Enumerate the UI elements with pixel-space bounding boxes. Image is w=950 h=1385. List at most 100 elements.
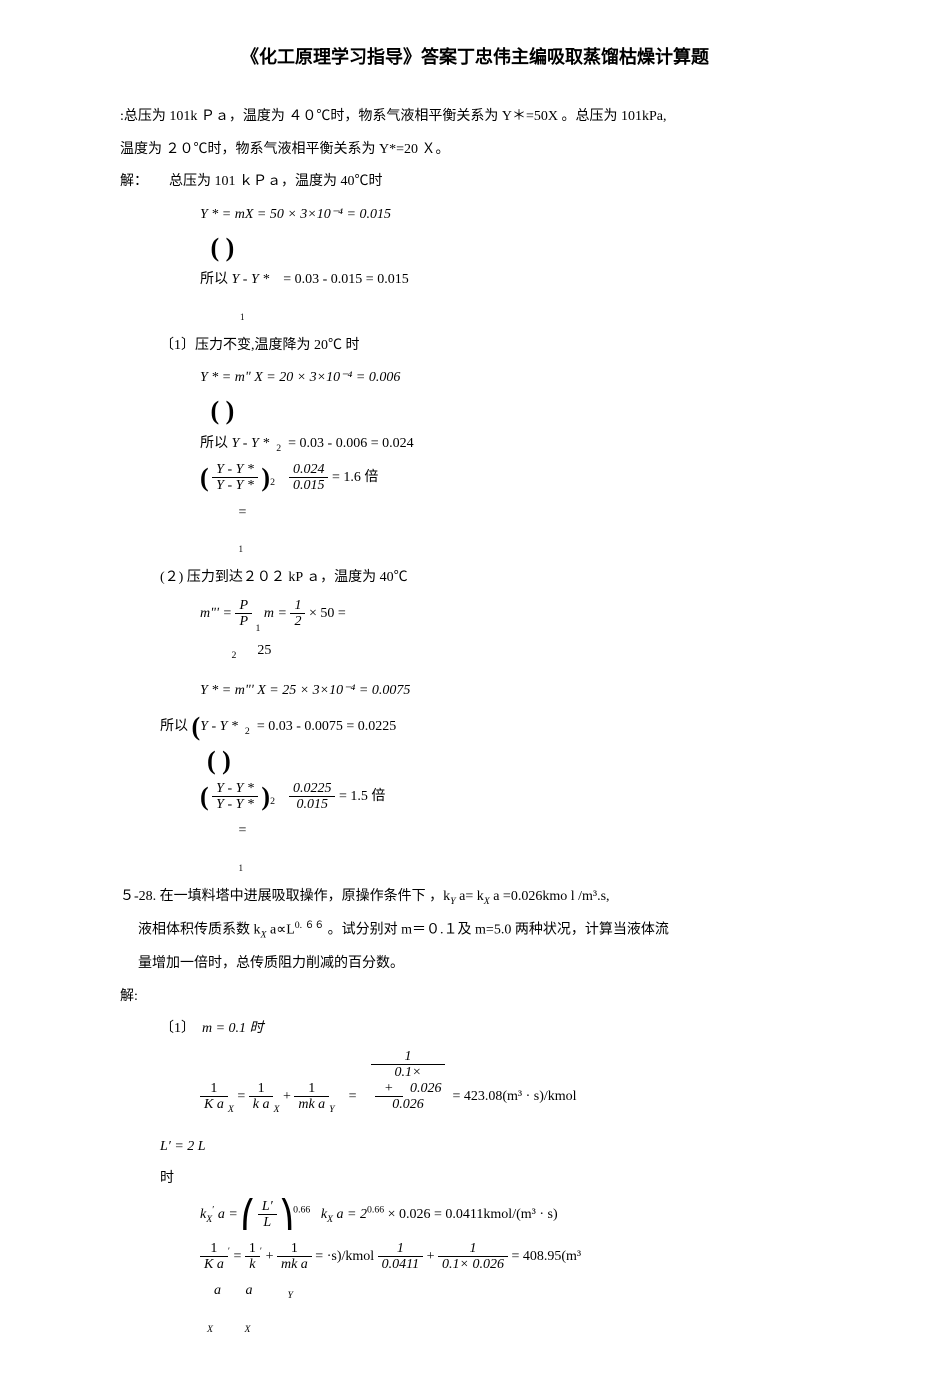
- ff-subX1: X: [207, 1324, 213, 1335]
- fft1-d: 0.0411: [378, 1257, 423, 1272]
- paren-icon: ( ): [211, 235, 235, 261]
- kx-r-exp: 0.66: [367, 1204, 384, 1215]
- sub1c: 1: [239, 863, 244, 873]
- m01-eq: m = 0.1 时: [202, 1021, 264, 1036]
- yy-num: Y - Y *: [212, 462, 258, 478]
- eq-m: mʺʹ = P P 1 m = 1 2 × 50 = 2 25: [120, 598, 830, 666]
- paren-icon: ( ): [211, 398, 235, 424]
- paren-dec-3: ( ): [120, 748, 830, 775]
- sub2b: 2: [270, 477, 275, 488]
- page-title: 《化工原理学习指导》答案丁忠伟主编吸取蒸馏枯燥计算题: [120, 40, 830, 74]
- p1-mark: 〔1〕: [160, 1021, 195, 1036]
- m-times: × 50 =: [309, 606, 346, 621]
- q528-b: a= k: [459, 889, 484, 904]
- subY: Y: [450, 895, 455, 906]
- m-val: 25: [257, 643, 271, 658]
- Lprime: L′ = 2 L: [120, 1134, 830, 1161]
- bf-t1d: k a: [249, 1097, 274, 1112]
- p-sub1: 1: [256, 623, 261, 634]
- eq2-rhs: = 0.03 - 0.015 = 0.015: [283, 272, 408, 287]
- bf-t2d: mk a: [294, 1097, 329, 1112]
- so-label: 所以: [200, 272, 228, 287]
- sub1-trail-2: 1: [120, 851, 830, 878]
- equals-2: =: [239, 823, 247, 838]
- paren-l3: (: [200, 784, 209, 810]
- intro-line-1: :总压为 101k Ｐａ，温度为 ４０℃时，物系气液相平衡关系为 Y＊=50X …: [120, 104, 830, 131]
- num-frac-2: 0.0225 0.015: [289, 781, 336, 813]
- hf-den: 2: [290, 614, 305, 629]
- p-sub2: 2: [232, 650, 237, 661]
- nf2-den: 0.015: [289, 797, 336, 812]
- kx-sub: X: [206, 1214, 212, 1225]
- bigfrac-1: 1 K a X = 1 k a X + 1 mk a Y = 1 0.1× + …: [120, 1049, 830, 1120]
- fft2-n: 1: [438, 1241, 508, 1257]
- so-label-2: 所以: [200, 436, 228, 451]
- ff-plus: +: [266, 1249, 274, 1264]
- eq6-lhs: Y - Y *: [200, 719, 238, 734]
- q528-a: ５-28. 在一填料塔中进展吸取操作，原操作条件下 ，k: [120, 889, 450, 904]
- eq-6: 所以 (Y - Y * 2 = 0.03 - 0.0075 = 0.0225: [120, 714, 830, 742]
- bf-plus: +: [283, 1089, 291, 1104]
- Lf-n: L′: [258, 1199, 277, 1215]
- q528-c: a =0.026kmo l /m³.s,: [493, 889, 609, 904]
- ff-plus2: +: [427, 1249, 435, 1264]
- bf-rhs: 1 0.1× + 0.026 0.026: [371, 1049, 446, 1113]
- bf-subX: X: [228, 1104, 234, 1115]
- bf-t2: 1 mk a: [294, 1081, 329, 1113]
- paren-r3: ): [261, 784, 270, 810]
- ratio-2: ( Y - Y * Y - Y * )2 0.0225 0.015 = 1.5 …: [120, 781, 830, 813]
- kx-exp: 0.66: [293, 1204, 310, 1215]
- paren-dec-1: ( ): [120, 235, 830, 262]
- ff3d: mk a: [277, 1257, 312, 1272]
- ff-subY: Y: [288, 1290, 293, 1301]
- eq-1: Y * = mX = 50 × 3×10⁻⁴ = 0.015: [120, 202, 830, 229]
- solution-label: 解： 总压为 101 ｋＰａ，温度为 40℃时: [120, 169, 830, 196]
- ff-t2: 1 0.1× 0.026: [438, 1241, 508, 1273]
- bf-t1-sub: X: [273, 1104, 279, 1115]
- q528-line1: ５-28. 在一填料塔中进展吸取操作，原操作条件下 ，kY a= kX a =0…: [120, 884, 830, 911]
- bf-t1: 1 k a: [249, 1081, 274, 1113]
- bf-eq1: =: [237, 1089, 245, 1104]
- m01-label: 〔1〕 m = 0.1 时: [120, 1016, 830, 1043]
- fft2-d: 0.1× 0.026: [438, 1257, 508, 1272]
- part2-label: (２) 压力到达２０２ kP ａ，温度为 40℃: [120, 565, 830, 592]
- p-den: P: [235, 614, 252, 629]
- ff-2: 1 k: [245, 1241, 260, 1273]
- rb: ⎞: [280, 1202, 293, 1228]
- ff-3: 1 mk a: [277, 1241, 312, 1273]
- bf-lhs-d: K a: [200, 1097, 228, 1112]
- eq6-rhs: = 0.03 - 0.0075 = 0.0225: [257, 719, 396, 734]
- kx-line: kX′ a = ⎛ L′ L ⎞0.66 kX a = 20.66 × 0.02…: [120, 1199, 830, 1231]
- ff3n: 1: [277, 1241, 312, 1257]
- half-frac: 1 2: [290, 598, 305, 630]
- bf-d3: 0.026: [410, 1081, 442, 1096]
- nf1-num: 0.024: [289, 462, 329, 478]
- p-frac: P P: [235, 598, 252, 630]
- q528-l2c: 。试分别对 m＝０.１及 m=5.0 两种状况，计算当液体流: [328, 923, 669, 938]
- bf-rhs-n: 1: [371, 1049, 446, 1064]
- bf-mid: =: [349, 1089, 357, 1104]
- L-frac: L′ L: [258, 1199, 277, 1231]
- cond-main: 总压为 101 ｋＰａ，温度为 40℃时: [169, 174, 383, 189]
- sub2: 2: [276, 442, 281, 453]
- final-frac: 1 K a ′ = 1 k ′ + 1 mk a = ·s)/kmol 1 0.…: [120, 1241, 830, 1273]
- bf-rhs-d1: 0.026: [371, 1097, 446, 1112]
- intro-line-2: 温度为 ２０℃时，物系气液相平衡关系为 Y*=20 Ｘ。: [120, 137, 830, 164]
- paren-left: (: [200, 465, 209, 491]
- ff-sub-row: a a Y: [120, 1278, 830, 1305]
- ratio2-res: = 1.5 倍: [339, 789, 385, 804]
- eq-trail-2: =: [120, 818, 830, 845]
- bf-t2-sub: Y: [329, 1104, 334, 1115]
- ff2n: 1: [245, 1241, 260, 1257]
- nf1-den: 0.015: [289, 478, 329, 493]
- bf-rhs-d2: 0.1×: [371, 1064, 446, 1080]
- eq-2: 所以 Y - Y * = 0.03 - 0.015 = 0.015: [120, 267, 830, 294]
- m-lhs: mʺʹ =: [200, 606, 232, 621]
- q528-line3: 量增加一倍时，总传质阻力削减的百分数。: [120, 951, 830, 978]
- q528-l2a: 液相体积传质系数 k: [138, 923, 261, 938]
- ff2d: k: [245, 1257, 260, 1272]
- ff-subX2: X: [244, 1324, 250, 1335]
- bf-result: = 423.08(m³ · s)/kmol: [452, 1089, 576, 1104]
- kx-r3: × 0.026 = 0.0411kmol/(m³ · s): [388, 1207, 558, 1222]
- nf2-num: 0.0225: [289, 781, 336, 797]
